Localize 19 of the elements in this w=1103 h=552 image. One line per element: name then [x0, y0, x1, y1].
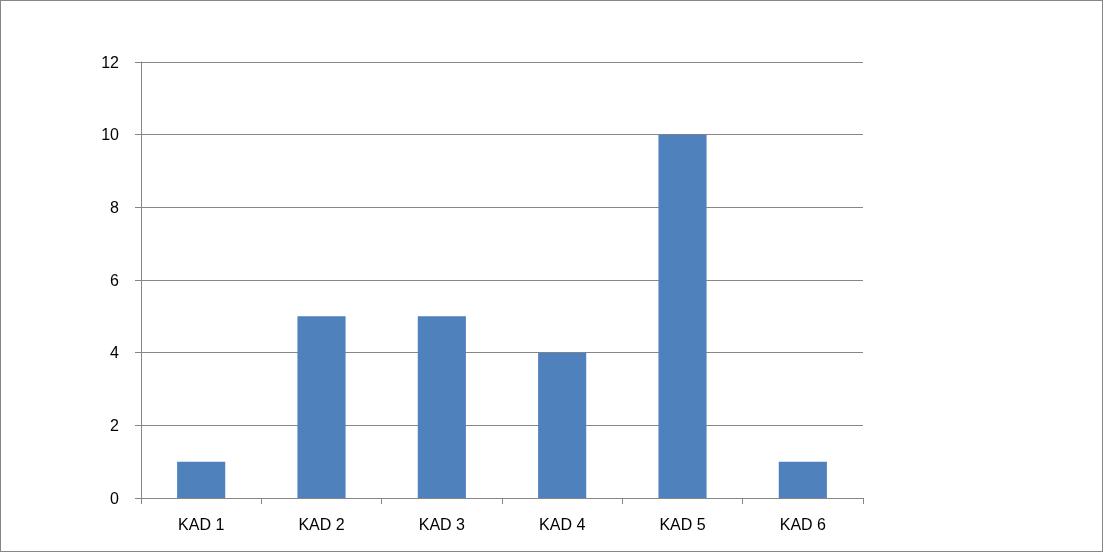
x-tick-label: KAD 2 — [298, 515, 345, 533]
bar — [417, 316, 466, 498]
bar — [778, 461, 827, 498]
bar — [177, 461, 226, 498]
bar — [658, 134, 707, 498]
x-tick-label: KAD 1 — [178, 515, 225, 533]
x-tick-label: KAD 6 — [779, 515, 827, 533]
bar — [297, 316, 346, 498]
y-tick-label: 4 — [110, 344, 120, 362]
bar — [538, 352, 587, 498]
x-tick-label: KAD 3 — [418, 515, 466, 533]
y-tick-label: 0 — [110, 489, 120, 507]
x-tick-label: KAD 4 — [539, 515, 586, 533]
x-tick-label: KAD 5 — [659, 515, 706, 533]
y-tick-label: 8 — [110, 198, 120, 216]
y-tick-label: 12 — [101, 53, 120, 71]
y-tick-label: 6 — [110, 271, 120, 289]
y-tick-label: 2 — [110, 416, 120, 434]
y-tick-label: 10 — [101, 126, 120, 144]
